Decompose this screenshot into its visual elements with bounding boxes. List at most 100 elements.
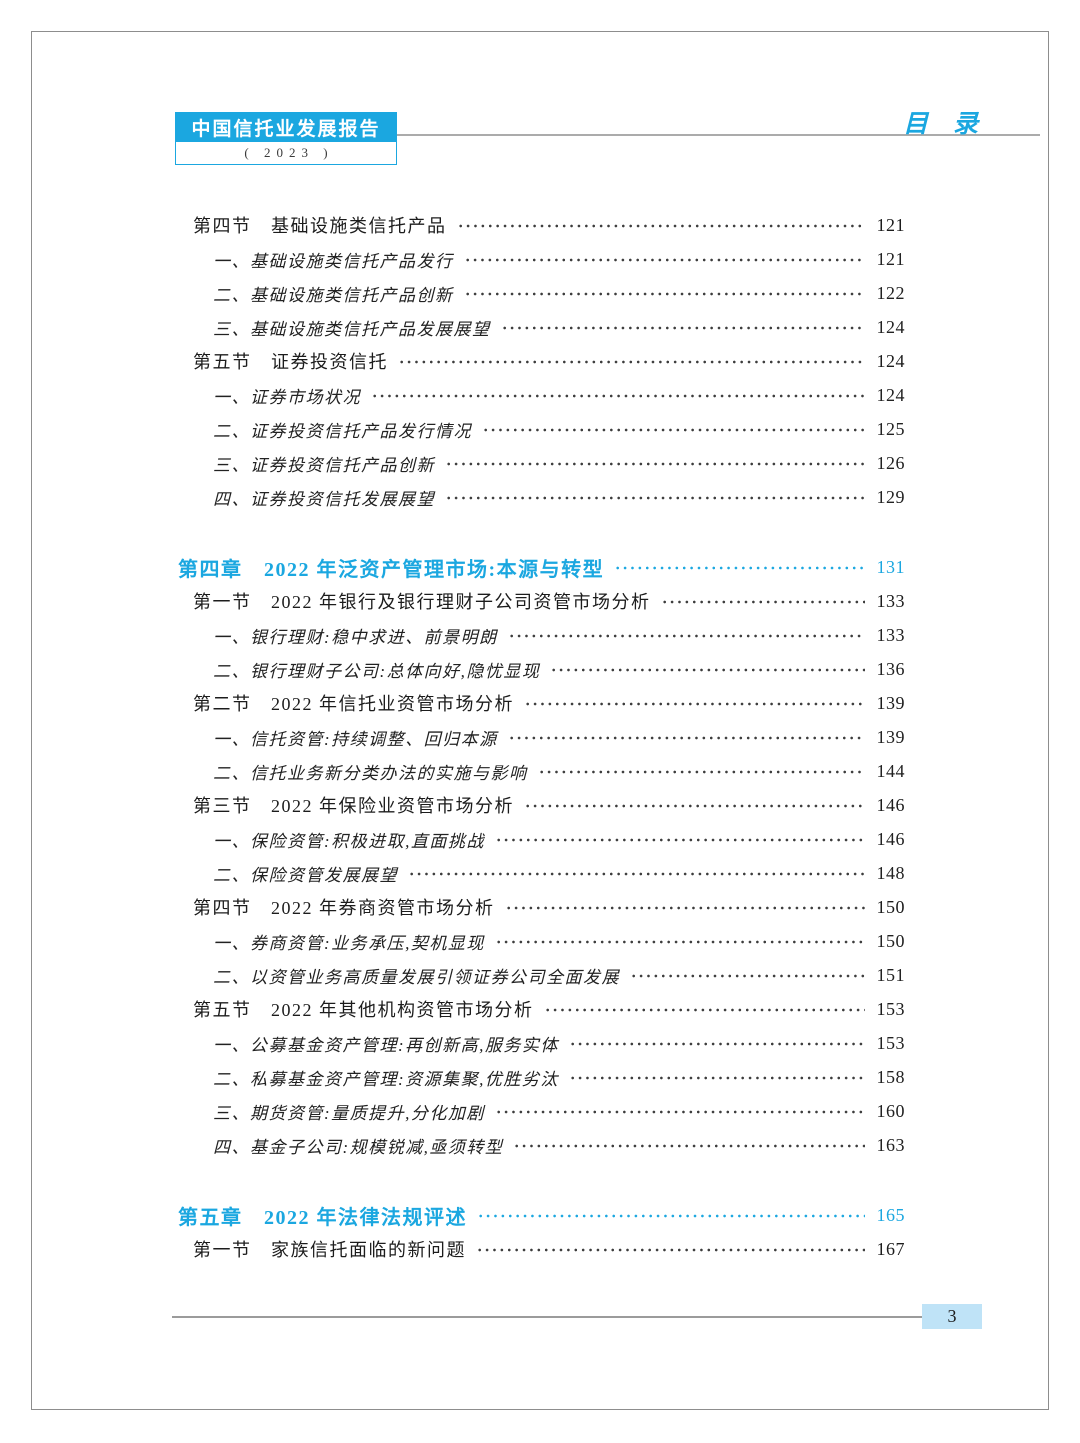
toc-page-number: 146 <box>876 828 905 849</box>
toc-entry-title: 第五节 2022 年其他机构资管市场分析 <box>193 1000 534 1020</box>
toc-row: 三、基础设施类信托产品发展展望 124 <box>178 310 905 344</box>
toc-row: 二、以资管业务高质量发展引领证券公司全面发展 151 <box>178 958 905 992</box>
toc-page-number: 133 <box>876 590 905 611</box>
report-title: 中国信托业发展报告 <box>175 112 397 142</box>
toc-page-number: 139 <box>876 692 905 713</box>
toc-dot-leader <box>482 424 865 436</box>
toc-row: 三、期货资管:量质提升,分化加剧 160 <box>178 1094 905 1128</box>
toc-page-number: 131 <box>876 556 905 577</box>
toc-row: 第四章 2022 年泛资产管理市场:本源与转型 131 <box>178 550 905 584</box>
toc-page-number: 124 <box>876 350 905 371</box>
toc-page-number: 160 <box>876 1100 905 1121</box>
toc-row: 三、证券投资信托产品创新 126 <box>178 446 905 480</box>
toc-dot-leader <box>408 868 865 880</box>
toc-page-number: 150 <box>876 896 905 917</box>
toc-dot-leader <box>445 492 865 504</box>
toc-page-number: 122 <box>876 282 905 303</box>
toc-entry-title: 四、证券投资信托发展展望 <box>213 489 435 509</box>
toc-row: 二、基础设施类信托产品创新 122 <box>178 276 905 310</box>
toc-row: 第一节 家族信托面临的新问题 167 <box>178 1232 905 1266</box>
toc-row: 第二节 2022 年信托业资管市场分析 139 <box>178 686 905 720</box>
header-rule <box>396 134 1040 136</box>
toc-row: 二、私募基金资产管理:资源集聚,优胜劣汰 158 <box>178 1060 905 1094</box>
toc-entry-title: 二、基础设施类信托产品创新 <box>213 285 454 305</box>
toc-entry-title: 一、银行理财:稳中求进、前景明朗 <box>213 627 498 647</box>
toc-dot-leader <box>524 800 865 812</box>
toc-entry-title: 三、期货资管:量质提升,分化加剧 <box>213 1103 485 1123</box>
toc: 第四节 基础设施类信托产品 121 一、基础设施类信托产品发行 121 二、基础… <box>178 208 905 1266</box>
toc-entry-title: 一、证券市场状况 <box>213 387 361 407</box>
page-number-badge: 3 <box>922 1304 982 1329</box>
toc-heading: 目 录 <box>903 111 979 138</box>
toc-entry-title: 第四节 2022 年券商资管市场分析 <box>193 898 495 918</box>
toc-entry-title: 一、保险资管:积极进取,直面挑战 <box>213 831 485 851</box>
toc-entry-title: 二、银行理财子公司:总体向好,隐忧显现 <box>213 661 541 681</box>
toc-dot-leader <box>568 1038 865 1050</box>
toc-page-number: 153 <box>876 998 905 1019</box>
toc-dot-leader <box>568 1072 865 1084</box>
toc-entry-title: 第一节 家族信托面临的新问题 <box>193 1240 466 1260</box>
toc-entry-title: 四、基金子公司:规模锐减,亟须转型 <box>213 1137 504 1157</box>
toc-dot-leader <box>494 834 865 846</box>
toc-row: 四、基金子公司:规模锐减,亟须转型 163 <box>178 1128 905 1162</box>
toc-entry-title: 第五章 2022 年法律法规评述 <box>178 1206 467 1229</box>
toc-dot-leader <box>550 664 865 676</box>
footer-rule <box>172 1316 922 1318</box>
toc-page-number: 150 <box>876 930 905 951</box>
toc-entry-title: 二、信托业务新分类办法的实施与影响 <box>213 763 528 783</box>
toc-row: 一、券商资管:业务承压,契机显现 150 <box>178 924 905 958</box>
page-number: 3 <box>947 1306 957 1326</box>
toc-row: 一、证券市场状况 124 <box>178 378 905 412</box>
toc-entry-title: 一、信托资管:持续调整、回归本源 <box>213 729 498 749</box>
toc-page-number: 125 <box>876 418 905 439</box>
toc-dot-leader <box>445 458 865 470</box>
toc-page-number: 136 <box>876 658 905 679</box>
toc-row: 一、公募基金资产管理:再创新高,服务实体 153 <box>178 1026 905 1060</box>
toc-entry-title: 二、证券投资信托产品发行情况 <box>213 421 472 441</box>
toc-row: 一、信托资管:持续调整、回归本源 139 <box>178 720 905 754</box>
toc-dot-leader <box>507 630 865 642</box>
toc-row: 第五节 2022 年其他机构资管市场分析 153 <box>178 992 905 1026</box>
toc-entry-title: 二、私募基金资产管理:资源集聚,优胜劣汰 <box>213 1069 559 1089</box>
toc-entry-title: 第四章 2022 年泛资产管理市场:本源与转型 <box>178 558 605 581</box>
toc-dot-leader <box>463 288 865 300</box>
toc-page-number: 163 <box>876 1134 905 1155</box>
toc-entry-title: 第四节 基础设施类信托产品 <box>193 216 447 236</box>
toc-row: 第五章 2022 年法律法规评述 165 <box>178 1198 905 1232</box>
toc-entry-title: 一、券商资管:业务承压,契机显现 <box>213 933 485 953</box>
toc-dot-leader <box>371 390 865 402</box>
report-title-badge: 中国信托业发展报告 ( 2023 ) <box>175 112 397 165</box>
toc-dot-leader <box>477 1210 865 1222</box>
toc-dot-leader <box>543 1004 865 1016</box>
toc-row: 二、银行理财子公司:总体向好,隐忧显现 136 <box>178 652 905 686</box>
toc-entry-title: 第二节 2022 年信托业资管市场分析 <box>193 694 514 714</box>
toc-page-number: 165 <box>876 1204 905 1225</box>
toc-page-number: 148 <box>876 862 905 883</box>
toc-page-number: 129 <box>876 486 905 507</box>
toc-row: 四、证券投资信托发展展望 129 <box>178 480 905 514</box>
toc-dot-leader <box>660 596 865 608</box>
toc-row: 第五节 证券投资信托 124 <box>178 344 905 378</box>
toc-page-number: 133 <box>876 624 905 645</box>
toc-dot-leader <box>630 970 865 982</box>
toc-page-number: 146 <box>876 794 905 815</box>
toc-page-number: 126 <box>876 452 905 473</box>
toc-entry-title: 第一节 2022 年银行及银行理财子公司资管市场分析 <box>193 592 651 612</box>
toc-row: 第四节 2022 年券商资管市场分析 150 <box>178 890 905 924</box>
toc-entry-title: 三、证券投资信托产品创新 <box>213 455 435 475</box>
toc-page-number: 153 <box>876 1032 905 1053</box>
toc-dot-leader <box>614 562 865 574</box>
page-border <box>31 31 1049 1410</box>
toc-row: 第三节 2022 年保险业资管市场分析 146 <box>178 788 905 822</box>
toc-page-number: 139 <box>876 726 905 747</box>
toc-entry-title: 第三节 2022 年保险业资管市场分析 <box>193 796 514 816</box>
toc-dot-leader <box>504 902 865 914</box>
toc-page-number: 124 <box>876 384 905 405</box>
toc-row: 第四节 基础设施类信托产品 121 <box>178 208 905 242</box>
toc-entry-title: 一、基础设施类信托产品发行 <box>213 251 454 271</box>
toc-row: 第一节 2022 年银行及银行理财子公司资管市场分析 133 <box>178 584 905 618</box>
toc-row: 一、银行理财:稳中求进、前景明朗 133 <box>178 618 905 652</box>
toc-row: 二、信托业务新分类办法的实施与影响 144 <box>178 754 905 788</box>
toc-dot-leader <box>398 356 865 368</box>
toc-page-number: 121 <box>876 214 905 235</box>
